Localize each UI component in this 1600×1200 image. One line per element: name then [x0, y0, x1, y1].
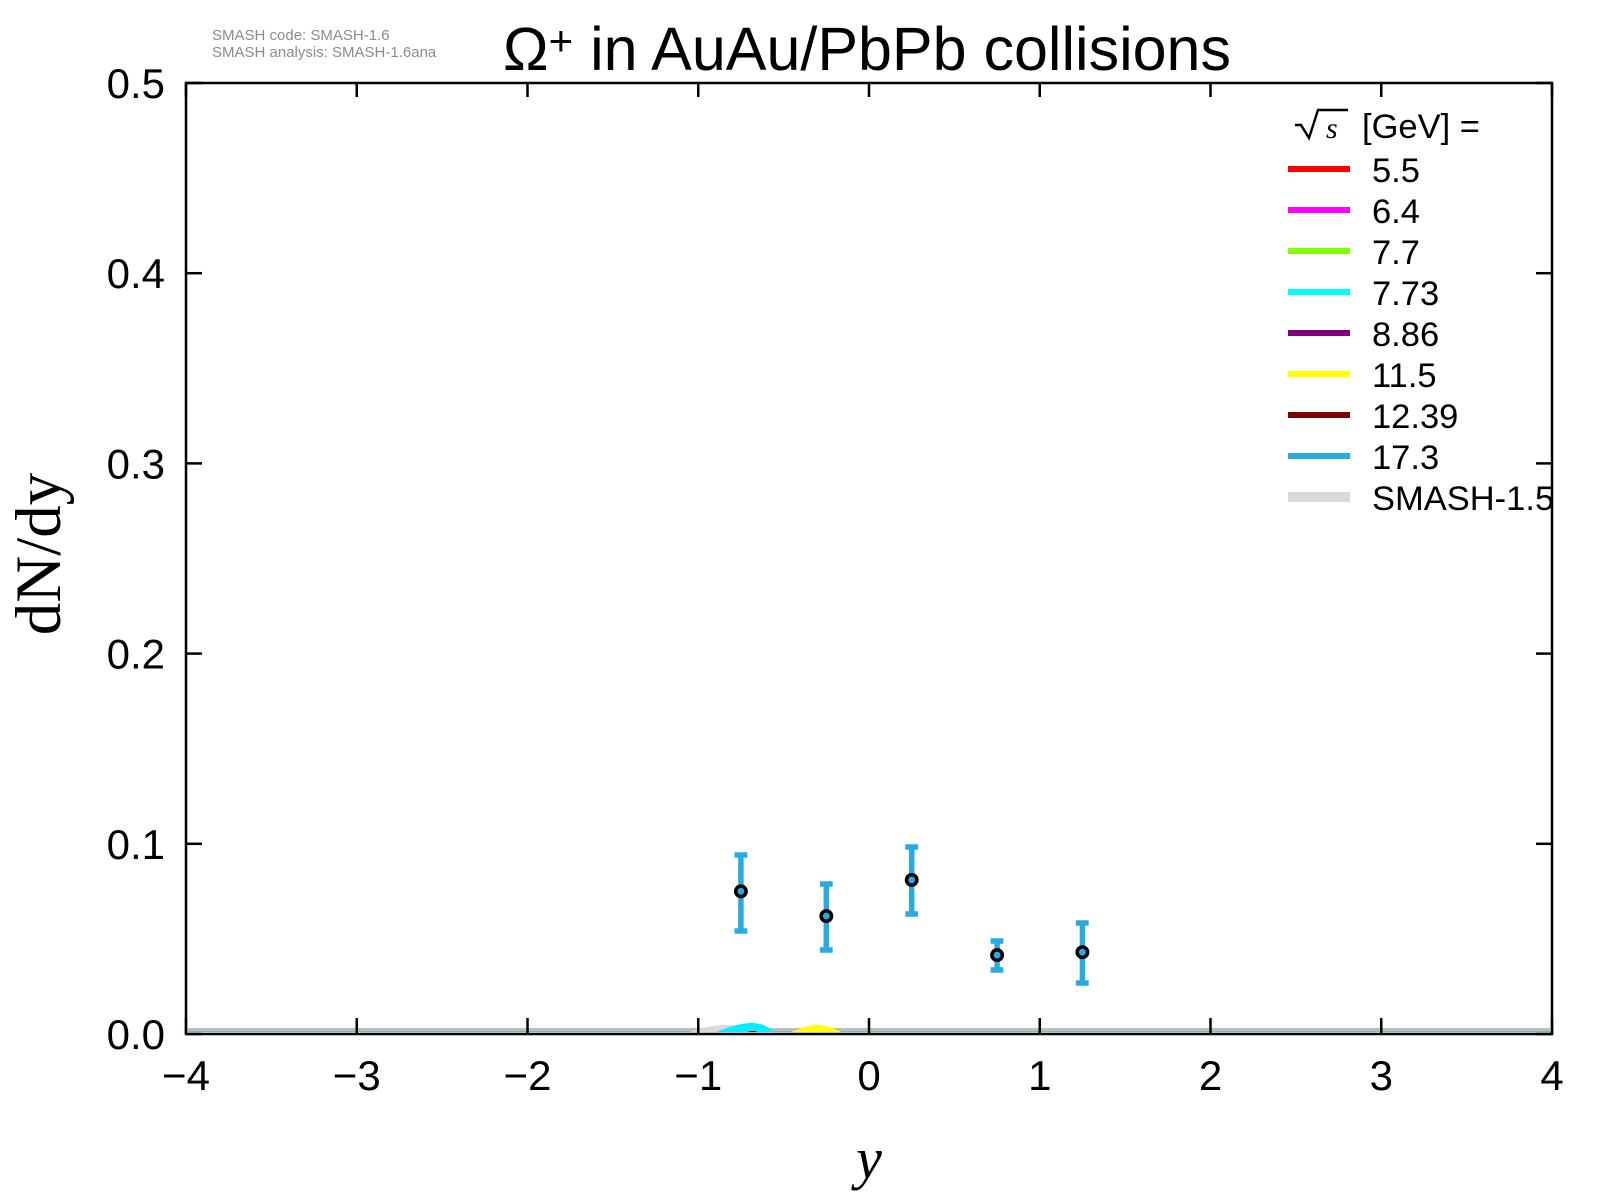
svg-text:−2: −2 — [504, 1052, 552, 1099]
svg-text:Ω+ in AuAu/PbPb collisions: Ω+ in AuAu/PbPb collisions — [503, 15, 1231, 83]
svg-text:−4: −4 — [162, 1052, 210, 1099]
svg-text:0.2: 0.2 — [107, 631, 165, 678]
svg-text:17.3: 17.3 — [1372, 439, 1439, 477]
svg-text:3: 3 — [1370, 1052, 1393, 1099]
svg-text:11.5: 11.5 — [1372, 357, 1437, 395]
svg-text:−1: −1 — [674, 1052, 722, 1099]
svg-text:0.1: 0.1 — [107, 821, 165, 868]
svg-text:[GeV] =: [GeV] = — [1362, 108, 1480, 146]
svg-text:−3: −3 — [333, 1052, 381, 1099]
svg-text:12.39: 12.39 — [1372, 398, 1458, 436]
svg-text:7.73: 7.73 — [1372, 275, 1439, 313]
svg-text:SMASH code: SMASH-1.6: SMASH code: SMASH-1.6 — [212, 27, 390, 44]
svg-text:0: 0 — [857, 1052, 880, 1099]
svg-text:SMASH analysis: SMASH-1.6ana: SMASH analysis: SMASH-1.6ana — [212, 44, 437, 61]
svg-text:0.3: 0.3 — [107, 440, 165, 487]
svg-text:4: 4 — [1540, 1052, 1563, 1099]
svg-text:SMASH-1.5: SMASH-1.5 — [1372, 480, 1554, 518]
svg-text:2: 2 — [1199, 1052, 1222, 1099]
svg-text:5.5: 5.5 — [1372, 152, 1420, 190]
svg-text:8.86: 8.86 — [1372, 316, 1439, 354]
svg-text:dN/dy: dN/dy — [3, 472, 75, 635]
svg-text:0.0: 0.0 — [107, 1011, 165, 1058]
svg-text:1: 1 — [1028, 1052, 1051, 1099]
svg-text:0.4: 0.4 — [107, 250, 165, 297]
svg-text:s: s — [1326, 112, 1338, 145]
svg-text:6.4: 6.4 — [1372, 193, 1420, 231]
svg-text:y: y — [851, 1126, 882, 1191]
svg-text:0.5: 0.5 — [107, 60, 165, 107]
svg-text:7.7: 7.7 — [1372, 234, 1420, 272]
